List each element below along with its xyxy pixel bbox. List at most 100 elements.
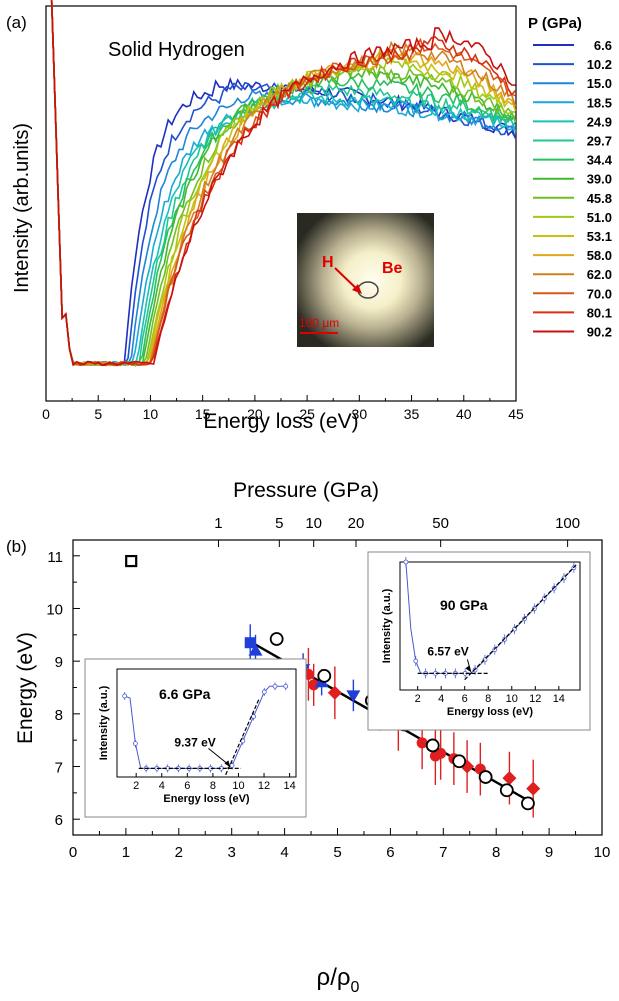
inset-background: [367, 551, 591, 731]
threshold-arrowhead: [465, 665, 472, 673]
threshold-label: 9.37 eV: [174, 735, 215, 749]
open-circle-point: [499, 783, 514, 798]
panel-a-x-tick-label: 15: [195, 406, 211, 422]
panel-b-x-tick-label: 0: [69, 844, 77, 861]
panel-a-x-tick-label: 5: [94, 406, 102, 422]
top-axis-tick-label: 1: [214, 515, 222, 532]
legend-entry-label: 15.0: [587, 76, 612, 91]
panel-a-x-tick-label: 30: [352, 406, 368, 422]
panel-a-x-tick-label: 20: [247, 406, 263, 422]
panel-a-label: (a): [6, 13, 27, 32]
panel-b-x-tick-label: 6: [386, 844, 394, 861]
be-label: Be: [382, 260, 403, 277]
panel-b-y-tick-label: 8: [55, 707, 63, 724]
panel-a-x-label: Energy loss (eV): [203, 410, 358, 433]
panel-b-y-tick-label: 7: [55, 760, 63, 777]
blue-down-triangle-point: [346, 690, 361, 703]
inset-x-tick-label: 8: [485, 693, 491, 705]
panel-b-y-tick-label: 9: [55, 654, 63, 671]
panel-a-x-tick-label: 40: [456, 406, 472, 422]
legend-entry-label: 90.2: [587, 325, 612, 340]
legend-entry-label: 53.1: [587, 229, 612, 244]
panel-b-x-tick-label: 4: [280, 844, 288, 861]
panel-a-x-tick-label: 45: [508, 406, 524, 422]
inset-x-tick-label: 12: [258, 780, 270, 792]
inset-x-tick-label: 2: [133, 780, 139, 792]
panel-b-y-tick-label: 10: [46, 601, 63, 618]
inset-data-point: [272, 683, 278, 689]
panel-a-curves: [50, 0, 517, 367]
legend-entry-label: 45.8: [587, 191, 612, 206]
inset-x-tick-label: 10: [506, 693, 518, 705]
spectrum-90-2-gpa: [50, 0, 516, 367]
panel-b-y-label: Energy (eV): [14, 632, 37, 744]
panel-b-y-tick-label: 6: [55, 812, 63, 829]
top-axis-tick-label: 50: [432, 515, 449, 532]
red-circle-point: [416, 737, 428, 749]
inset-data-point: [251, 714, 256, 719]
inset-data-point: [261, 689, 267, 695]
open-circle-point: [478, 770, 493, 784]
top-axis-label: Pressure (GPa): [233, 479, 379, 502]
panel-a-x-tick-label: 25: [299, 406, 315, 422]
legend-entry-label: 58.0: [587, 248, 612, 263]
panel-b-label: (b): [6, 537, 27, 556]
open-circle-point: [269, 632, 284, 646]
inset-data-point: [133, 741, 138, 746]
panel-a-x-tick-label: 10: [143, 406, 159, 422]
panel-b-x-tick-label: 8: [492, 844, 500, 861]
microscope-inset-photo: H Be 100 μm: [297, 213, 434, 347]
legend-entry-label: 62.0: [587, 267, 612, 282]
top-axis-tick-label: 5: [275, 515, 283, 532]
inset-x-label: Energy loss (eV): [163, 793, 250, 805]
blue-up-triangle-point: [248, 643, 263, 656]
top-axis-tick-label: 100: [555, 515, 580, 532]
panel-b-x-tick-label: 3: [228, 844, 236, 861]
inset-x-tick-label: 12: [529, 693, 541, 705]
panel-b-x-tick-label: 9: [545, 844, 553, 861]
panel-b-x-tick-label: 7: [439, 844, 447, 861]
inset-rise-fit: [225, 698, 260, 776]
panel-a-legend: 6.6 10.2 15.0 18.5 24.9 29.7 34.4 39.0 45.8 51.0 5…: [533, 38, 613, 340]
inset-x-tick-label: 10: [232, 780, 244, 792]
panel-b-x-tick-label: 5: [333, 844, 341, 861]
legend-entry-label: 24.9: [587, 114, 612, 129]
inset-data-point: [122, 693, 128, 699]
inset-frame: [399, 561, 581, 691]
open-square-point: [125, 554, 138, 568]
inset-data-point: [413, 658, 419, 664]
panel-b-y-tick-label: 11: [47, 549, 63, 566]
legend-entry-label: 80.1: [587, 305, 612, 320]
inset-y-label: Intensity (a.u.): [98, 685, 110, 760]
panel-a-x-tick-label: 0: [42, 406, 50, 422]
threshold-arrowhead: [224, 760, 231, 768]
inset-title: 90 GPa: [440, 597, 488, 613]
inset-x-tick-label: 4: [159, 780, 165, 792]
spectrum-80-1-gpa: [50, 0, 517, 367]
blue-square-point: [244, 637, 256, 649]
open-circle-point: [521, 796, 535, 811]
inset-photo-background: [297, 213, 434, 347]
panel-b: Pressure (GPa) (b) 0 1 2 3 4 5 6 7 8 9 10678910111…: [6, 479, 610, 996]
red-diamond-point: [526, 781, 541, 796]
inset-background: [84, 658, 307, 818]
inset-x-tick-label: 14: [553, 693, 565, 705]
legend-entry-label: 10.2: [587, 57, 612, 72]
threshold-label: 6.57 eV: [427, 644, 468, 658]
legend-entry-label: 29.7: [587, 134, 612, 149]
inset-x-tick-label: 6: [184, 780, 190, 792]
panel-b-x-tick-label: 2: [175, 844, 183, 861]
h-pointer-arrowhead: [352, 284, 362, 294]
inset-x-tick-label: 14: [283, 780, 295, 792]
legend-title: P (GPa): [528, 15, 582, 32]
open-circle-point: [317, 669, 332, 683]
inset-x-tick-label: 8: [210, 780, 216, 792]
open-circle-point: [425, 738, 440, 753]
panel-b-x-label: ρ/ρ0: [317, 964, 360, 996]
red-circle-point: [308, 679, 320, 691]
panel-b-x-tick-label: 10: [594, 844, 611, 861]
inset-frame: [116, 668, 297, 778]
inset-x-label: Energy loss (eV): [447, 706, 534, 718]
